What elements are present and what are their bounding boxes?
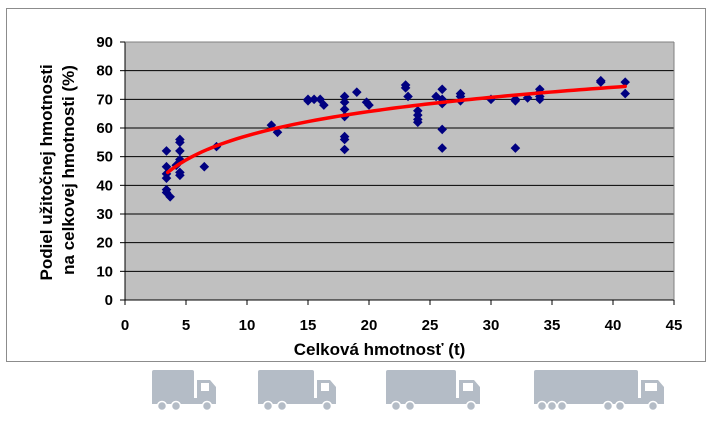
large-truck-icon [386, 370, 480, 412]
medium-truck-icon [258, 370, 336, 412]
y-tick-label: 60 [96, 120, 113, 137]
data-point [165, 192, 175, 202]
data-point [620, 77, 630, 87]
data-point [339, 97, 350, 107]
x-tick-label: 25 [422, 317, 439, 334]
truck-wheel [602, 400, 614, 412]
data-point [161, 173, 172, 183]
data-point [175, 137, 185, 148]
data-point [352, 87, 362, 97]
data-point [272, 127, 283, 138]
truck-wheel [465, 400, 477, 412]
data-point [596, 77, 606, 87]
data-point [403, 91, 413, 102]
data-point [175, 170, 185, 181]
truck-window [321, 383, 329, 391]
truck-body [152, 370, 194, 400]
x-tick-label: 0 [121, 317, 129, 334]
x-tick-label: 45 [666, 317, 683, 334]
truck-window [645, 383, 657, 391]
data-point [535, 94, 545, 105]
truck-wheel [404, 400, 416, 412]
semi-trailer-truck-icon [534, 370, 664, 412]
y-axis-title: Podiel užitočnej hmotnosti na celkovej h… [37, 59, 78, 280]
y-tick-label: 40 [96, 177, 113, 194]
x-tick-label: 30 [483, 317, 500, 334]
axes [120, 41, 675, 305]
truck-wheel [262, 400, 274, 412]
y-tick-label: 50 [96, 149, 113, 166]
data-point [175, 154, 185, 165]
truck-chassis [534, 398, 641, 404]
plot-area [125, 42, 674, 300]
truck-body [386, 370, 456, 400]
y-tick-label: 90 [96, 34, 113, 51]
truck-window [463, 383, 473, 391]
y-axis-title-line-1: Podiel užitočnej hmotnosti [37, 64, 56, 280]
tick-labels: 0 10 20 30 40 50 60 70 80 90 0 5 10 15 20 25 30 35 40 45 [96, 34, 682, 334]
truck-window [201, 383, 209, 391]
data-point [161, 161, 172, 172]
data-point [339, 144, 350, 155]
x-tick-label: 35 [544, 317, 561, 334]
truck-chassis [386, 398, 459, 404]
y-axis-title-line-2: na celkovej hmotnosti (%) [59, 65, 78, 275]
trendline-curve [165, 84, 627, 175]
x-tick-label: 5 [182, 317, 190, 334]
data-point [266, 120, 277, 130]
data-point [339, 134, 350, 145]
truck-wheel [546, 400, 558, 412]
y-tick-label: 30 [96, 206, 113, 223]
truck-wheel [276, 400, 288, 412]
data-point [339, 91, 350, 102]
truck-wheel [536, 400, 548, 412]
truck-wheel [156, 400, 168, 412]
data-point [413, 117, 423, 128]
truck-wheel [556, 400, 568, 412]
x-tick-label: 10 [239, 317, 256, 334]
data-point [175, 146, 185, 156]
truck-wheel [201, 400, 213, 412]
data-point [161, 146, 172, 156]
x-axis-title: Celková hmotnosť (t) [294, 340, 466, 359]
data-point [309, 94, 319, 105]
x-tick-label: 15 [300, 317, 317, 334]
data-point [339, 104, 350, 115]
y-tick-label: 0 [105, 292, 113, 309]
data-point [437, 124, 447, 135]
small-truck-icon [152, 370, 216, 412]
x-tick-label: 40 [605, 317, 622, 334]
data-point [437, 84, 447, 95]
data-point [319, 100, 329, 110]
y-tick-label: 80 [96, 63, 113, 80]
data-point [620, 88, 630, 99]
truck-wheel [614, 400, 626, 412]
data-point [400, 83, 411, 93]
truck-body [258, 370, 314, 400]
data-point [364, 100, 374, 110]
y-tick-label: 20 [96, 235, 113, 252]
truck-wheel [321, 400, 333, 412]
truck-wheel [390, 400, 402, 412]
trendline [165, 84, 627, 175]
data-point [510, 143, 521, 153]
truck-wheel [647, 400, 659, 412]
y-tick-label: 70 [96, 91, 113, 108]
data-point [199, 161, 210, 172]
y-tick-label: 10 [96, 263, 113, 280]
data-point [510, 95, 521, 106]
data-point [437, 143, 447, 153]
x-tick-label: 20 [361, 317, 378, 334]
truck-chassis [258, 398, 317, 404]
truck-wheel [170, 400, 182, 412]
truck-body [534, 370, 638, 400]
